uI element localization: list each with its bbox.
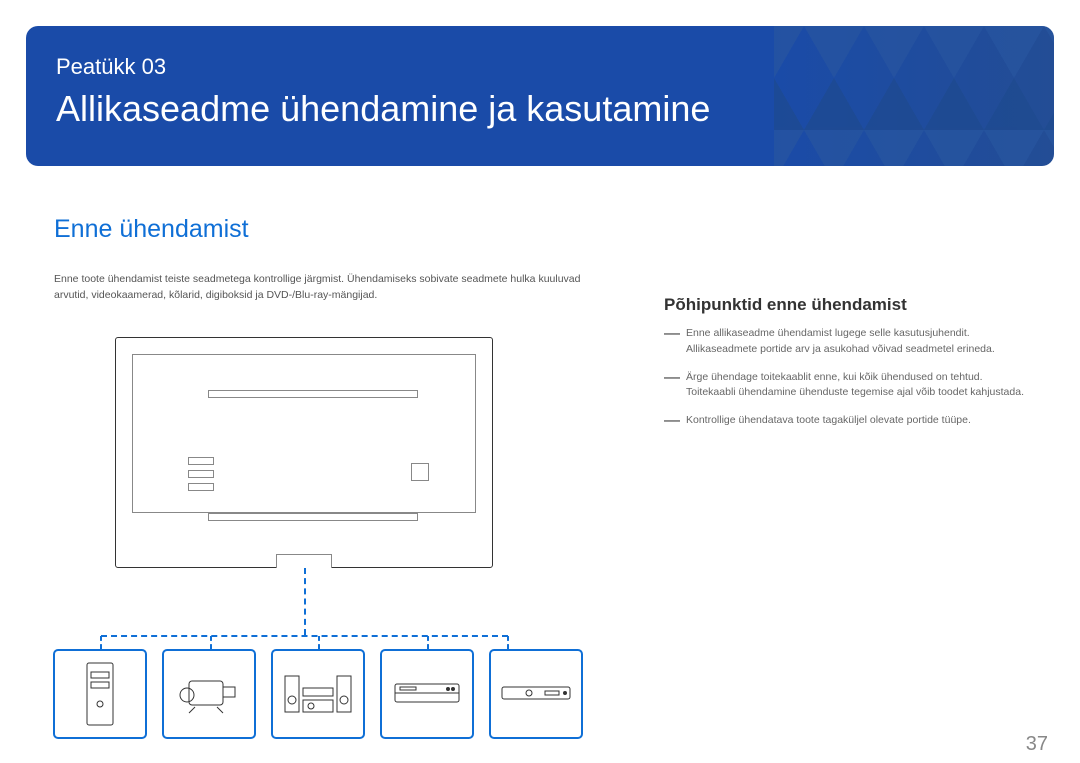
device-camcorder xyxy=(162,649,256,739)
device-pc-tower xyxy=(53,649,147,739)
device-dvd-player xyxy=(489,649,583,739)
bullet-text: Ärge ühendage toitekaablit enne, kui kõi… xyxy=(686,370,1029,402)
connector-stub xyxy=(210,636,212,649)
set-top-box-icon xyxy=(394,683,460,705)
device-row xyxy=(53,649,583,739)
bullet-text: Kontrollige ühendatava toote tagaküljel … xyxy=(686,413,971,429)
bullet-item: ― Kontrollige ühendatava toote tagakülje… xyxy=(664,413,1029,429)
chapter-header: Peatükk 03 Allikaseadme ühendamine ja ka… xyxy=(26,26,1054,166)
dash-icon: ― xyxy=(664,326,680,342)
connector-stub xyxy=(427,636,429,649)
dash-icon: ― xyxy=(664,370,680,386)
pc-tower-icon xyxy=(86,662,114,726)
connector-line-horizontal xyxy=(101,635,508,637)
device-set-top-box xyxy=(380,649,474,739)
section-heading: Enne ühendamist xyxy=(54,215,249,244)
dvd-player-icon xyxy=(501,686,571,702)
bullet-list: ― Enne allikaseadme ühendamist lugege se… xyxy=(664,326,1029,441)
intro-paragraph: Enne toote ühendamist teiste seadmetega … xyxy=(54,272,594,304)
stereo-icon xyxy=(283,670,353,718)
page-number: 37 xyxy=(1026,733,1048,756)
connector-line-vertical xyxy=(304,568,306,635)
connector-stub xyxy=(318,636,320,649)
subsection-heading: Põhipunktid enne ühendamist xyxy=(664,295,907,315)
bullet-text: Enne allikaseadme ühendamist lugege sell… xyxy=(686,326,1029,358)
connector-stub xyxy=(100,636,102,649)
device-stereo-system xyxy=(271,649,365,739)
connector-stub xyxy=(507,636,509,649)
bullet-item: ― Enne allikaseadme ühendamist lugege se… xyxy=(664,326,1029,358)
header-pattern xyxy=(774,26,1054,166)
camcorder-icon xyxy=(179,673,239,715)
dash-icon: ― xyxy=(664,413,680,429)
tv-back-panel-diagram xyxy=(115,337,493,568)
bullet-item: ― Ärge ühendage toitekaablit enne, kui k… xyxy=(664,370,1029,402)
